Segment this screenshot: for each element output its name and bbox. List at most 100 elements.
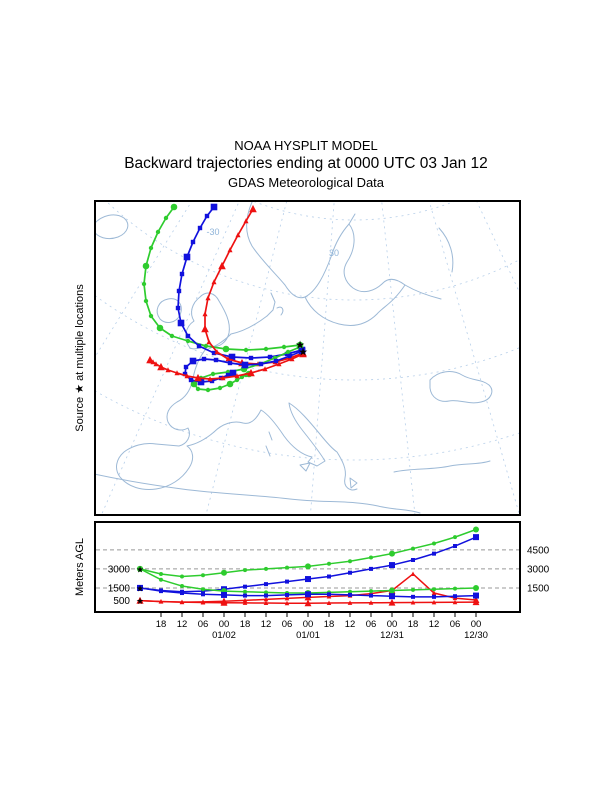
map-marker-square <box>185 333 191 339</box>
map-marker-triangle <box>225 356 231 362</box>
x-tick-label: 06 <box>450 619 461 630</box>
map-marker-triangle <box>276 361 282 367</box>
x-tick-label: 00 <box>303 619 314 630</box>
graticule-parallel <box>94 294 521 381</box>
graticule-meridian <box>381 200 416 516</box>
map-marker-circle <box>243 347 249 353</box>
map-marker-circle <box>143 298 149 304</box>
map-marker-circle <box>142 262 150 270</box>
height-marker-triangle <box>472 598 480 606</box>
map-marker-square <box>287 353 293 359</box>
map-marker-square <box>258 361 264 367</box>
height-marker-circle <box>264 566 268 571</box>
map-marker-circle <box>263 346 269 352</box>
map-marker-triangle <box>153 361 159 367</box>
map-marker-circle <box>163 215 169 221</box>
source-star-icon: ★ <box>298 347 308 359</box>
map-marker-square <box>177 319 185 327</box>
height-profile-panel: 3000 ★ 1500 ★ 500 ★ 4500 3000 1500 18 12 06 00 18 12 06… <box>94 521 550 641</box>
height-marker-triangle <box>200 600 206 605</box>
source-height-star-icon: ★ <box>136 583 144 593</box>
map-marker-triangle <box>194 373 202 382</box>
height-marker-square <box>327 592 331 597</box>
x-tick-label: 18 <box>324 619 335 630</box>
map-marker-triangle <box>220 375 226 381</box>
map-marker-circle <box>203 343 209 349</box>
x-tick-label: 06 <box>198 619 209 630</box>
height-marker-square <box>327 574 331 579</box>
height-left-axis-label: 500 <box>113 596 130 607</box>
height-marker-square <box>453 594 457 599</box>
map-marker-triangle <box>174 370 180 376</box>
height-marker-square <box>432 551 436 556</box>
map-marker-triangle <box>218 261 226 270</box>
height-marker-circle <box>327 561 331 566</box>
height-marker-square <box>180 591 184 596</box>
height-marker-square <box>348 592 352 597</box>
coast-russia-ne <box>404 227 454 300</box>
height-marker-circle <box>369 589 373 594</box>
map-marker-square <box>183 253 191 261</box>
map-marker-triangle <box>214 349 220 355</box>
coast-balkans-greece <box>288 402 358 491</box>
map-marker-circle <box>155 229 161 235</box>
graticule-meridian <box>100 200 241 516</box>
height-marker-square <box>137 584 143 591</box>
height-marker-square <box>305 591 311 598</box>
map-marker-square <box>248 355 254 361</box>
height-marker-circle <box>473 584 479 591</box>
coast-black-sea <box>429 371 493 404</box>
height-right-axis-label: 1500 <box>527 583 550 594</box>
map-marker-square <box>241 361 249 369</box>
map-marker-square <box>227 360 233 366</box>
height-marker-circle <box>411 587 415 592</box>
map-marker-square <box>176 288 182 294</box>
map-marker-circle <box>185 338 191 344</box>
height-marker-triangle <box>388 598 396 606</box>
height-left-axis-label: 1500 <box>108 583 131 594</box>
source-star-icon: ★ <box>295 340 305 352</box>
map-trajectory-loc1-3000m <box>143 206 301 351</box>
map-marker-circle <box>285 349 291 355</box>
map-marker-square <box>175 305 181 311</box>
map-marker-circle <box>222 345 230 353</box>
map-marker-triangle <box>211 279 217 285</box>
height-marker-circle <box>369 555 373 560</box>
height-marker-circle <box>389 587 395 594</box>
map-marker-square <box>182 371 188 377</box>
map-marker-triangle <box>165 367 171 373</box>
map-marker-triangle <box>235 232 241 238</box>
map-marker-square <box>228 353 236 361</box>
height-marker-triangle <box>242 597 248 603</box>
map-marker-square <box>225 372 231 378</box>
height-marker-triangle <box>431 599 437 605</box>
map-marker-triangle <box>234 373 240 379</box>
height-marker-triangle <box>179 599 185 605</box>
height-side-label: Meters AGL <box>74 537 86 597</box>
map-marker-square <box>204 213 210 219</box>
graticule-parallel <box>94 389 521 461</box>
height-marker-triangle <box>452 599 458 605</box>
height-marker-square <box>369 593 373 598</box>
graticule-meridian <box>309 200 335 516</box>
map-trajectory-loc1-500m <box>204 208 304 365</box>
coast-baltic-south <box>304 284 406 327</box>
map-marker-circle <box>226 380 234 388</box>
map-marker-circle <box>217 385 223 391</box>
x-tick-label: 06 <box>366 619 377 630</box>
map-marker-triangle <box>157 362 165 371</box>
x-date-label: 01/01 <box>296 630 320 641</box>
height-marker-triangle <box>431 590 437 596</box>
map-marker-triangle <box>205 295 211 301</box>
trajectory-map-panel: -30 30 ★★ <box>94 200 521 516</box>
height-marker-circle <box>285 565 289 570</box>
map-marker-triangle <box>289 356 295 362</box>
plot-title: Backward trajectories ending at 0000 UTC… <box>124 155 488 172</box>
height-marker-circle <box>348 559 352 564</box>
map-marker-square <box>211 350 217 356</box>
graticule-parallel <box>104 200 521 301</box>
map-marker-circle <box>205 387 211 393</box>
height-marker-square <box>285 592 289 597</box>
europe-coastlines <box>94 201 493 514</box>
height-marker-triangle <box>368 600 374 605</box>
